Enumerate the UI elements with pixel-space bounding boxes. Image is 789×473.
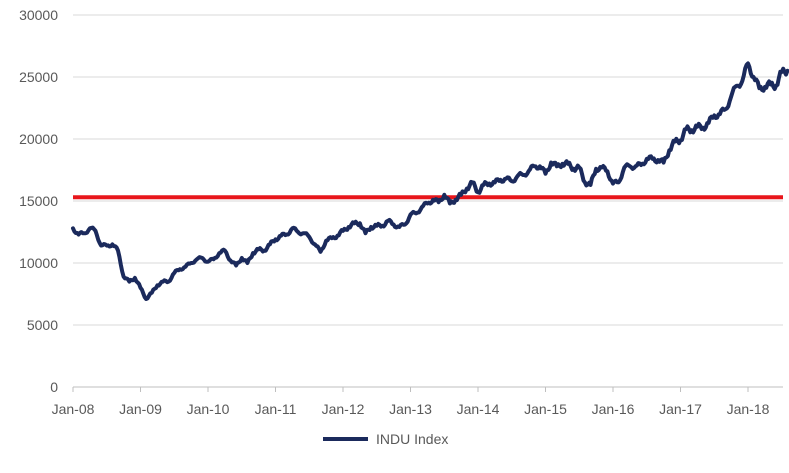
x-tick-label-jan-09: Jan-09 bbox=[119, 401, 162, 417]
series-line-indu-index bbox=[71, 61, 789, 301]
y-tick-labels: 0 5000 10000 15000 20000 25000 30000 bbox=[19, 7, 58, 395]
y-tick-label-30000: 30000 bbox=[19, 7, 58, 23]
x-tick-label-jan-12: Jan-12 bbox=[322, 401, 365, 417]
x-tick-label-jan-15: Jan-15 bbox=[524, 401, 567, 417]
legend: INDU Index bbox=[323, 431, 448, 447]
x-tick-label-jan-13: Jan-13 bbox=[389, 401, 432, 417]
legend-label-indu-index: INDU Index bbox=[376, 431, 448, 447]
y-tick-label-5000: 5000 bbox=[27, 317, 58, 333]
x-tick-label-jan-16: Jan-16 bbox=[592, 401, 635, 417]
grid-lines bbox=[73, 14, 783, 326]
y-tick-label-10000: 10000 bbox=[19, 255, 58, 271]
x-axis bbox=[72, 386, 783, 392]
x-tick-label-jan-14: Jan-14 bbox=[457, 401, 500, 417]
y-tick-label-0: 0 bbox=[50, 379, 58, 395]
series-lines bbox=[71, 61, 789, 301]
y-tick-label-25000: 25000 bbox=[19, 69, 58, 85]
x-tick-labels: Jan-08 Jan-09 Jan-10 Jan-11 Jan-12 Jan-13 Jan-… bbox=[52, 401, 770, 417]
x-tick-label-jan-11: Jan-11 bbox=[255, 401, 297, 417]
x-tick-label-jan-08: Jan-08 bbox=[52, 401, 95, 417]
y-tick-label-20000: 20000 bbox=[19, 131, 58, 147]
x-tick-label-jan-10: Jan-10 bbox=[187, 401, 230, 417]
x-tick-label-jan-17: Jan-17 bbox=[659, 401, 702, 417]
y-tick-label-15000: 15000 bbox=[19, 193, 58, 209]
x-tick-label-jan-18: Jan-18 bbox=[727, 401, 770, 417]
